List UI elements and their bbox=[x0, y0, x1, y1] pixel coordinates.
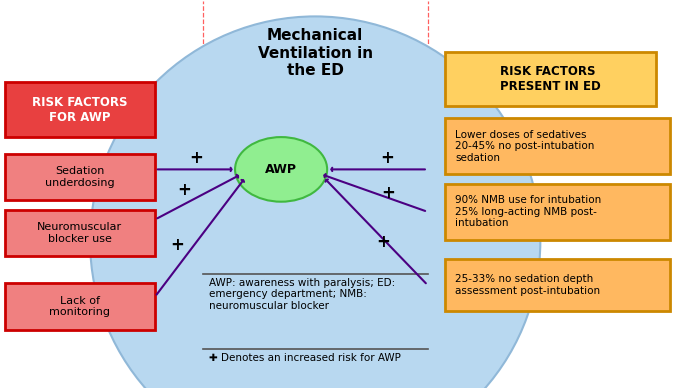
Text: AWP: AWP bbox=[265, 163, 297, 176]
Text: +: + bbox=[189, 149, 203, 167]
Text: Lower doses of sedatives
20-45% no post-intubation
sedation: Lower doses of sedatives 20-45% no post-… bbox=[455, 130, 595, 163]
Text: AWP: awareness with paralysis; ED:
emergency department; NMB:
neuromuscular bloc: AWP: awareness with paralysis; ED: emerg… bbox=[210, 277, 396, 311]
Text: ✚ Denotes an increased risk for AWP: ✚ Denotes an increased risk for AWP bbox=[210, 353, 401, 363]
Text: 90% NMB use for intubation
25% long-acting NMB post-
intubation: 90% NMB use for intubation 25% long-acti… bbox=[455, 195, 601, 228]
FancyBboxPatch shape bbox=[5, 154, 155, 200]
Text: Lack of
monitoring: Lack of monitoring bbox=[49, 296, 110, 317]
FancyBboxPatch shape bbox=[5, 82, 155, 137]
Ellipse shape bbox=[90, 16, 540, 389]
Text: RISK FACTORS
FOR AWP: RISK FACTORS FOR AWP bbox=[32, 96, 127, 124]
Text: +: + bbox=[380, 149, 394, 167]
Text: Neuromuscular
blocker use: Neuromuscular blocker use bbox=[37, 223, 123, 244]
FancyBboxPatch shape bbox=[5, 283, 155, 330]
Text: RISK FACTORS
PRESENT IN ED: RISK FACTORS PRESENT IN ED bbox=[500, 65, 601, 93]
Text: +: + bbox=[382, 184, 395, 202]
Ellipse shape bbox=[235, 137, 327, 202]
Text: Sedation
underdosing: Sedation underdosing bbox=[45, 166, 114, 188]
FancyBboxPatch shape bbox=[445, 52, 656, 106]
Text: +: + bbox=[171, 237, 184, 254]
Text: Mechanical
Ventilation in
the ED: Mechanical Ventilation in the ED bbox=[258, 28, 373, 78]
FancyBboxPatch shape bbox=[445, 118, 670, 174]
FancyBboxPatch shape bbox=[5, 210, 155, 256]
FancyBboxPatch shape bbox=[445, 259, 670, 311]
Text: +: + bbox=[177, 181, 191, 199]
Text: +: + bbox=[377, 233, 390, 251]
Text: 25-33% no sedation depth
assessment post-intubation: 25-33% no sedation depth assessment post… bbox=[455, 275, 600, 296]
FancyBboxPatch shape bbox=[445, 184, 670, 240]
